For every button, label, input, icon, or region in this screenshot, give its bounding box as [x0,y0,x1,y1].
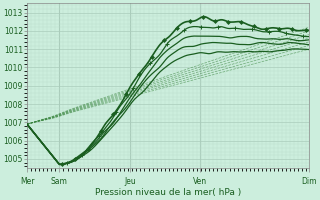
X-axis label: Pression niveau de la mer( hPa ): Pression niveau de la mer( hPa ) [95,188,241,197]
